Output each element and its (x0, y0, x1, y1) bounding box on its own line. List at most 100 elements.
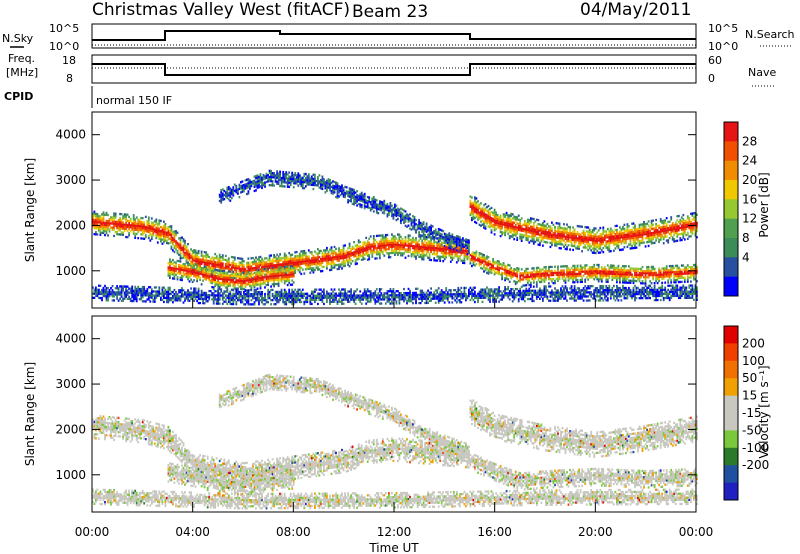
heatmap-cell (226, 267, 229, 270)
heatmap-cell (394, 243, 396, 246)
heatmap-cell (451, 245, 454, 248)
heatmap-cell (288, 296, 291, 300)
heatmap-cell (131, 293, 134, 297)
heatmap-cell (460, 242, 463, 246)
heatmap-cell (178, 253, 180, 256)
heatmap-cell (200, 268, 203, 272)
heatmap-cell (304, 172, 307, 176)
heatmap-cell (483, 216, 485, 219)
heatmap-cell (416, 228, 419, 231)
heatmap-cell (401, 214, 404, 217)
heatmap-cell (258, 273, 260, 276)
heatmap-cell (410, 295, 413, 299)
heatmap-cell (134, 226, 137, 229)
heatmap-cell (369, 243, 372, 246)
heatmap-cell (289, 273, 292, 276)
heatmap-cell (283, 179, 286, 182)
heatmap-cell (449, 247, 452, 250)
heatmap-cell (310, 250, 313, 254)
heatmap-cell (199, 295, 201, 299)
heatmap-cell (274, 180, 277, 183)
heatmap-cell (499, 273, 502, 276)
heatmap-cell (359, 245, 362, 248)
heatmap-cell (253, 268, 256, 272)
heatmap-cell (324, 255, 327, 258)
heatmap-cell (375, 234, 378, 238)
heatmap-cell (297, 296, 300, 300)
heatmap-cell (323, 184, 325, 187)
heatmap-cell (246, 277, 248, 280)
heatmap-cell (300, 266, 303, 269)
heatmap-cell (324, 187, 327, 190)
heatmap-cell (493, 269, 496, 272)
heatmap-cell (330, 256, 333, 259)
heatmap-cell (404, 214, 407, 217)
heatmap-cell (374, 202, 377, 205)
heatmap-cell (471, 202, 473, 205)
heatmap-cell (303, 258, 306, 261)
heatmap-cell (218, 266, 221, 269)
heatmap-cell (240, 277, 242, 280)
heatmap-cell (323, 292, 325, 295)
heatmap-cell (401, 296, 404, 299)
heatmap-cell (167, 272, 170, 275)
heatmap-cell (304, 253, 307, 257)
heatmap-cell (307, 173, 310, 176)
heatmap-cell (378, 244, 381, 247)
heatmap-cell (294, 269, 297, 272)
heatmap-cell (386, 294, 389, 297)
heatmap-cell (416, 253, 419, 256)
heatmap-cell (398, 251, 401, 255)
heatmap-cell (410, 300, 413, 303)
heatmap-cell (208, 262, 211, 265)
heatmap-cell (212, 300, 215, 303)
heatmap-cell (332, 254, 334, 257)
heatmap-cell (475, 201, 478, 204)
heatmap-cell (493, 227, 496, 230)
heatmap-cell (247, 291, 250, 294)
heatmap-cell (283, 292, 286, 296)
heatmap-cell (267, 176, 269, 179)
heatmap-cell (220, 264, 223, 267)
heatmap-cell (407, 234, 410, 237)
heatmap-cell (369, 294, 372, 297)
heatmap-cell (164, 237, 167, 240)
heatmap-cell (317, 260, 319, 263)
nave-tick-bottom: 0 (708, 72, 715, 85)
heatmap-cell (478, 258, 481, 261)
heatmap-cell (282, 172, 285, 176)
heatmap-cell (182, 271, 185, 274)
heatmap-cell (333, 191, 336, 194)
heatmap-cell (146, 290, 149, 293)
heatmap-cell (412, 215, 414, 218)
heatmap-cell (469, 298, 472, 302)
heatmap-cell (454, 240, 457, 243)
heatmap-cell (354, 294, 357, 297)
heatmap-cell (462, 241, 464, 244)
heatmap-cell (478, 215, 481, 218)
heatmap-cell (492, 294, 494, 297)
heatmap-cell (342, 265, 345, 268)
heatmap-cell (187, 263, 189, 266)
heatmap-cell (465, 244, 467, 247)
heatmap-cell (369, 245, 372, 248)
heatmap-cell (140, 289, 143, 293)
heatmap-cell (489, 226, 491, 229)
heatmap-cell (249, 179, 251, 182)
heatmap-cell (335, 255, 337, 259)
heatmap-cell (395, 237, 398, 240)
heatmap-cell (501, 265, 503, 268)
heatmap-cell (107, 226, 109, 229)
heatmap-cell (419, 235, 422, 238)
heatmap-cell (386, 233, 389, 237)
heatmap-cell (403, 242, 405, 245)
heatmap-cell (422, 245, 425, 249)
heatmap-cell (318, 180, 321, 183)
heatmap-cell (107, 295, 109, 298)
heatmap-cell (223, 278, 226, 281)
heatmap-cell (295, 174, 298, 177)
heatmap-cell (271, 275, 274, 278)
heatmap-cell (197, 270, 200, 273)
heatmap-cell (442, 238, 445, 241)
heatmap-cell (475, 254, 478, 257)
